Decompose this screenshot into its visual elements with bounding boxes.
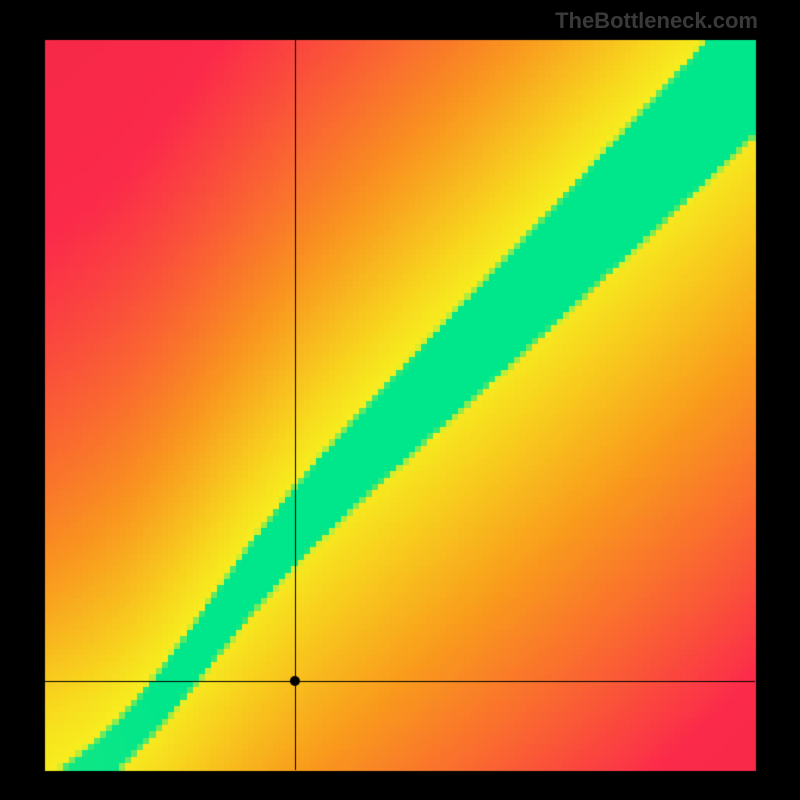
watermark-text: TheBottleneck.com	[555, 8, 758, 34]
bottleneck-heatmap	[0, 0, 800, 800]
